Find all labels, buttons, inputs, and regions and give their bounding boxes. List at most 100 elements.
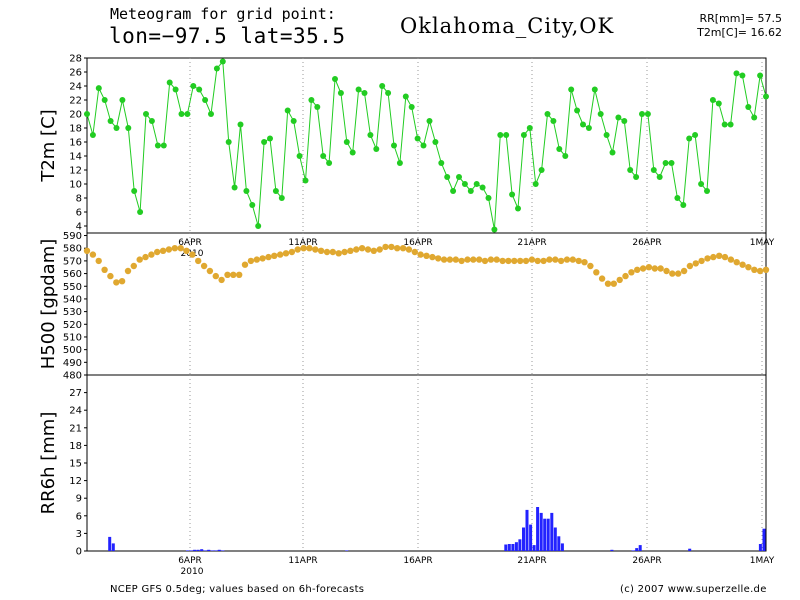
y-tick-label: 500	[63, 345, 82, 356]
rr6h-bar	[221, 550, 225, 551]
rr6h-bar	[543, 518, 547, 551]
t2m-point	[385, 90, 392, 96]
t2m-point	[355, 86, 362, 93]
x-tick-label: 21APR	[517, 556, 546, 566]
rr6h-bar	[507, 544, 511, 551]
rr6h-bar	[217, 549, 221, 551]
y-tick-label: 20	[69, 110, 82, 121]
y-tick-label: 6	[76, 511, 82, 522]
t2m-point	[184, 111, 191, 117]
t2m-point	[320, 153, 327, 159]
h500-point	[411, 248, 418, 256]
y-tick-label: 3	[76, 529, 82, 540]
rr6h-bar	[214, 550, 218, 551]
t2m-point	[609, 149, 616, 156]
h500-point	[300, 245, 307, 252]
h500-point	[680, 267, 688, 275]
h500-point	[130, 262, 137, 270]
t2m-point	[580, 121, 586, 128]
h500-point	[423, 252, 430, 259]
h500-point	[382, 243, 389, 251]
t2m-point	[721, 121, 728, 128]
t2m-point	[332, 76, 338, 82]
t2m-point	[568, 86, 575, 93]
h500-point	[692, 260, 699, 267]
grid-point-coordinates: lon=−97.5 lat=35.5	[109, 24, 346, 48]
t2m-point	[538, 167, 545, 173]
t2m-point	[178, 111, 185, 117]
h500-point	[470, 256, 477, 263]
t2m-point	[639, 111, 645, 117]
t2m-point	[278, 195, 285, 201]
t2m-point	[237, 121, 244, 128]
h500-point	[511, 257, 518, 265]
y-tick-label: 480	[63, 371, 82, 382]
h500-point	[435, 255, 442, 262]
t2m-point	[308, 97, 315, 103]
t2m-point	[479, 184, 486, 191]
t2m-point	[627, 167, 634, 173]
t2m-point	[219, 58, 226, 65]
y-tick-label: 26	[69, 68, 82, 79]
h500-point	[259, 255, 266, 262]
h500-point	[487, 256, 495, 263]
y-tick-label: 10	[69, 180, 82, 191]
h500-point	[159, 247, 167, 254]
rr6h-bar	[550, 512, 554, 551]
h500-point	[177, 245, 184, 252]
panel-3: 0 3 6 9 12 15 18 21 24 27 RR6h [mm] 6APR 11APR 16APR 2…	[38, 374, 775, 577]
t2m-point	[591, 86, 598, 93]
t2m-point	[208, 111, 214, 117]
h500-point	[716, 252, 723, 259]
y-tick-label: 4	[76, 222, 82, 233]
x-tick-label: 1MAY	[750, 556, 775, 566]
rr6h-bar	[758, 544, 762, 551]
h500-point	[282, 250, 290, 257]
y-tick-label: 520	[63, 320, 82, 331]
y-axis-label: T2m [C]	[38, 109, 59, 182]
rr6h-bar	[557, 536, 561, 551]
y-tick-label: 9	[76, 494, 82, 505]
h500-point	[464, 256, 471, 263]
y-tick-label: 28	[69, 54, 82, 65]
t2m-point	[267, 135, 273, 142]
h500-point	[657, 265, 664, 272]
rr6h-bar	[345, 550, 349, 551]
t2m-point	[550, 118, 557, 124]
h500-point	[376, 246, 383, 253]
h500-point	[698, 257, 705, 265]
t2m-point	[361, 90, 368, 96]
h500-point	[440, 256, 448, 263]
t2m-point	[727, 121, 734, 128]
t2m-point	[444, 174, 451, 180]
h500-point	[388, 243, 395, 251]
h500-point	[569, 256, 576, 263]
t2m-point	[143, 111, 149, 117]
y-tick-label: 590	[63, 231, 82, 242]
h500-point	[710, 253, 717, 261]
rr6h-bar	[532, 545, 536, 551]
t2m-point	[686, 135, 693, 142]
h500-point	[745, 264, 752, 271]
t2m-point	[491, 226, 498, 233]
h500-point	[534, 257, 541, 265]
h500-point	[552, 256, 559, 263]
h500-point	[563, 256, 571, 263]
t2m-point	[202, 97, 209, 103]
t2m-point	[497, 132, 504, 138]
chart-title: Meteogram for grid point:	[110, 5, 336, 23]
y-tick-label: 8	[76, 194, 82, 205]
stat-rr-total: RR[mm]= 57.5	[699, 12, 782, 25]
t2m-point	[757, 72, 764, 79]
y-tick-label: 0	[76, 547, 82, 558]
t2m-point	[373, 146, 380, 152]
y-tick-label: 550	[63, 282, 82, 293]
footer-credit: (c) 2007 www.superzelle.de	[620, 584, 767, 595]
t2m-point	[284, 107, 291, 114]
t2m-point	[148, 118, 155, 124]
t2m-point	[698, 181, 705, 187]
t2m-point	[503, 132, 510, 138]
t2m-point	[89, 132, 96, 138]
t2m-point	[113, 125, 120, 131]
